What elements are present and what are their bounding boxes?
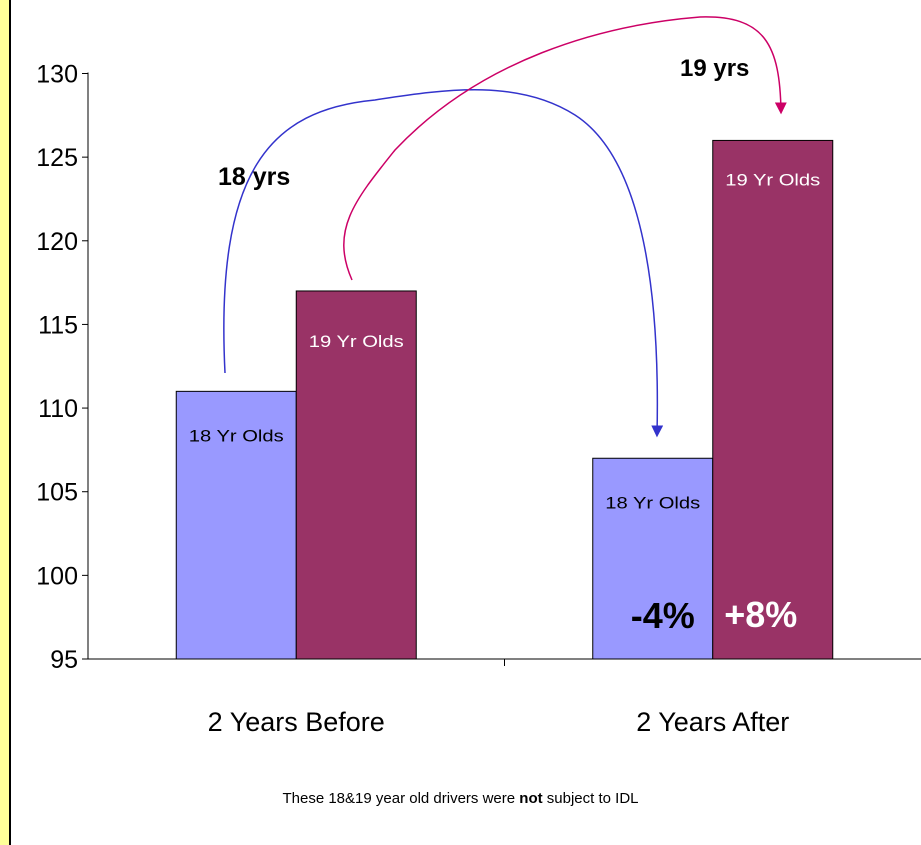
bar — [295, 290, 417, 660]
bar-label: 18 Yr Olds — [605, 493, 700, 512]
y-tick-label: 125 — [36, 144, 78, 172]
y-tick-label: 110 — [38, 395, 78, 423]
bar — [175, 390, 297, 660]
bar-label: 18 Yr Olds — [189, 426, 284, 445]
change-label-18: -4% — [631, 595, 695, 636]
y-tick-label: 120 — [36, 228, 78, 256]
y-tick-label: 105 — [36, 479, 78, 507]
arrow-18-yrs — [223, 89, 664, 438]
arrow-19-yrs — [343, 16, 787, 281]
y-tick-label: 95 — [50, 646, 78, 674]
change-label-19: +8% — [724, 594, 797, 635]
y-tick-label: 115 — [38, 311, 78, 339]
bar — [592, 457, 714, 660]
x-tick-label: 2 Years After — [636, 707, 789, 737]
arrow-label-18: 18 yrs — [218, 163, 290, 191]
footnote-text-before: These 18&19 year old drivers were — [282, 790, 520, 807]
footnote-text-after: subject to IDL — [542, 790, 639, 807]
y-tick-label: 100 — [36, 562, 78, 590]
bar-label: 19 Yr Olds — [309, 332, 404, 351]
footnote: These 18&19 year old drivers were not su… — [0, 790, 921, 807]
left-border-strip — [0, 0, 11, 845]
bar-label: 19 Yr Olds — [725, 170, 820, 189]
y-tick-label: 130 — [36, 61, 78, 89]
footnote-text-bold: not — [519, 790, 543, 807]
x-tick-label: 2 Years Before — [208, 707, 385, 737]
arrow-label-19: 19 yrs — [680, 55, 749, 82]
bar — [712, 139, 834, 660]
